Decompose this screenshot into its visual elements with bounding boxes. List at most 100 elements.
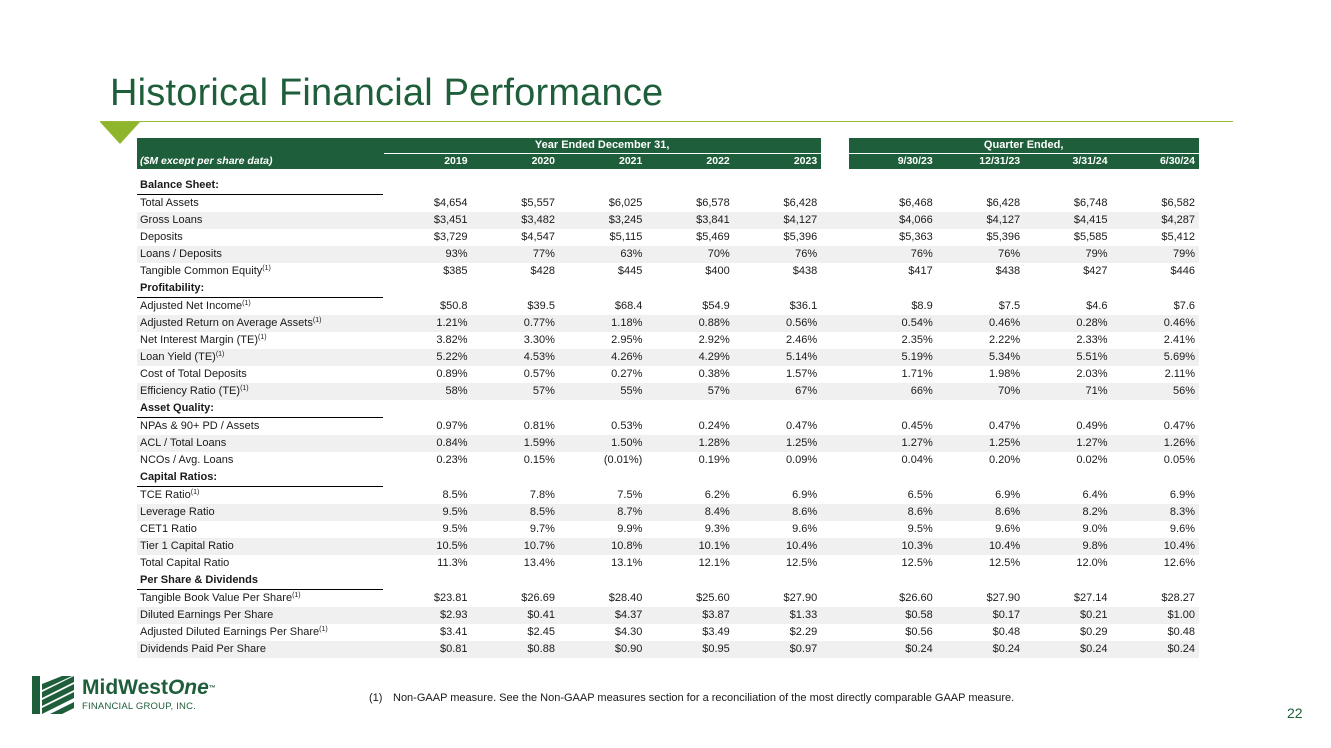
value-cell: 5.19% (849, 349, 937, 366)
row-label-cell: CET1 Ratio (137, 521, 384, 538)
value-cell: $27.14 (1073, 592, 1108, 604)
logo-wordmark: MidWestOne™ (82, 676, 216, 699)
value-cell: 6.9% (1169, 489, 1195, 501)
value-cell: 10.3% (849, 538, 937, 555)
row-label-cell: Adjusted Net Income(1) (137, 298, 384, 315)
row-label: Efficiency Ratio (TE) (140, 385, 241, 397)
value-cell: $2.29 (789, 626, 818, 638)
row-label-cell: Tangible Common Equity(1) (137, 263, 384, 280)
value-cell: 12.5% (901, 557, 933, 569)
value-cell: $0.21 (1024, 607, 1112, 624)
value-cell: 1.27% (1024, 435, 1112, 452)
value-cell: 10.4% (733, 538, 822, 555)
table-row: Adjusted Net Income(1) $50.8 $39.5 $68.4 $54… (137, 298, 1199, 315)
value-cell: 0.46% (936, 315, 1025, 332)
row-label: Tier 1 Capital Ratio (140, 540, 234, 552)
table-row: Dividends Paid Per Share $0.81 $0.88 $0.90 $… (137, 641, 1199, 658)
value-cell: 1.59% (471, 435, 559, 452)
value-cell: $0.41 (471, 607, 559, 624)
page-number: 22 (1287, 705, 1303, 721)
column-header: 2020 (471, 153, 559, 169)
footnote-reference: (1) (215, 351, 225, 358)
value-cell: 5.34% (936, 349, 1025, 366)
value-cell: $3.49 (702, 626, 730, 638)
value-cell: 63% (558, 246, 647, 263)
table-row: Leverage Ratio 9.5% 8.5% 8.7% 8.4% 8.6% 8.6% 8.… (137, 504, 1199, 521)
value-cell: 9.6% (1169, 523, 1195, 535)
footnote-reference: (1) (292, 592, 301, 599)
table-row: Gross Loans $3,451 $3,482 $3,245 $3,841 $4,12… (137, 212, 1199, 229)
value-cell: $8.9 (911, 300, 933, 312)
value-cell: $0.29 (1080, 626, 1108, 638)
value-cell: $3.41 (440, 626, 468, 638)
column-header: 3/31/24 (1024, 153, 1112, 169)
value-cell: $3,841 (646, 212, 734, 229)
value-cell: 79% (1111, 246, 1199, 263)
value-cell: 0.27% (611, 368, 643, 380)
value-cell: $400 (705, 265, 730, 277)
row-label-cell: Diluted Earnings Per Share (137, 607, 385, 624)
table-row: Loans / Deposits 93% 77% 63% 70% 76% 76% 76% 79%… (137, 246, 1199, 263)
value-cell: 57% (646, 383, 734, 400)
value-cell: 2.03% (1076, 368, 1108, 380)
row-label-cell: NCOs / Avg. Loans (137, 452, 384, 469)
row-label: Loan Yield (TE) (140, 351, 216, 363)
value-cell: 0.47% (1163, 420, 1195, 432)
section-title: Capital Ratios: (137, 469, 383, 487)
row-label-cell: Tier 1 Capital Ratio (137, 538, 385, 555)
table-row: Cost of Total Deposits 0.89% 0.57% 0.27% 0.3… (137, 366, 1199, 383)
value-cell: 0.23% (436, 454, 468, 466)
row-label: Adjusted Net Income (140, 300, 243, 312)
value-cell: 13.1% (611, 557, 643, 569)
row-label-cell: Deposits (137, 229, 384, 246)
section-title: Profitability: (137, 280, 383, 298)
value-cell: 8.6% (733, 504, 822, 521)
value-cell: 9.5% (907, 523, 933, 535)
value-cell: 8.5% (442, 489, 468, 501)
value-cell: $4.37 (558, 607, 647, 624)
value-cell: 0.88% (646, 315, 734, 332)
row-label: Total Assets (140, 197, 199, 209)
value-cell: 2.46% (786, 334, 818, 346)
value-cell: 6.4% (1082, 489, 1108, 501)
value-cell: 8.2% (1024, 504, 1112, 521)
value-cell: $4,127 (936, 212, 1025, 229)
value-cell: $4.30 (614, 626, 643, 638)
value-cell: 0.53% (611, 420, 643, 432)
value-cell: 76% (733, 246, 822, 263)
value-cell: 55% (558, 383, 647, 400)
value-cell: 9.7% (529, 523, 555, 535)
value-cell: $6,025 (608, 197, 643, 209)
value-cell: $3,729 (433, 231, 468, 243)
value-cell: $3,451 (384, 212, 472, 229)
value-cell: $0.88 (471, 641, 559, 658)
section-title: Balance Sheet: (137, 177, 383, 195)
row-label: Cost of Total Deposits (140, 368, 247, 380)
value-cell: $417 (908, 265, 933, 277)
column-header: 2023 (733, 153, 822, 169)
table-row: Diluted Earnings Per Share $2.93 $0.41 $4.3… (137, 607, 1199, 624)
value-cell: 12.0% (1076, 557, 1108, 569)
column-header: 12/31/23 (936, 153, 1025, 169)
column-header: 2019 (384, 153, 472, 169)
footnote-reference: (1) (257, 334, 267, 341)
section-title: Per Share & Dividends (137, 572, 383, 590)
value-cell: 8.4% (646, 504, 734, 521)
value-cell: 4.53% (471, 349, 559, 366)
value-cell: 2.22% (988, 334, 1021, 346)
value-cell: $0.56 (905, 626, 933, 638)
value-cell: $6,578 (696, 197, 730, 209)
value-cell: $5,469 (696, 231, 730, 243)
row-label-cell: Dividends Paid Per Share (137, 641, 385, 658)
value-cell: 0.81% (523, 420, 555, 432)
value-cell: $5,585 (1073, 231, 1108, 243)
table-row: Efficiency Ratio (TE)(1) 58% 57% 55% 57% 67% 6… (137, 383, 1199, 400)
logo-subtitle: FINANCIAL GROUP, INC. (82, 701, 196, 712)
value-cell: $4,287 (1111, 212, 1199, 229)
table-row: Tangible Common Equity(1) $385 $428 $445 $40… (137, 263, 1199, 280)
row-label: Loans / Deposits (140, 248, 222, 260)
section-header-row: Balance Sheet: (137, 177, 1199, 195)
footnote-marker: (1) (369, 692, 383, 704)
value-cell: (0.01%) (603, 454, 643, 466)
table-row: Net Interest Margin (TE)(1) 3.82% 3.30% 2.9… (137, 332, 1199, 349)
